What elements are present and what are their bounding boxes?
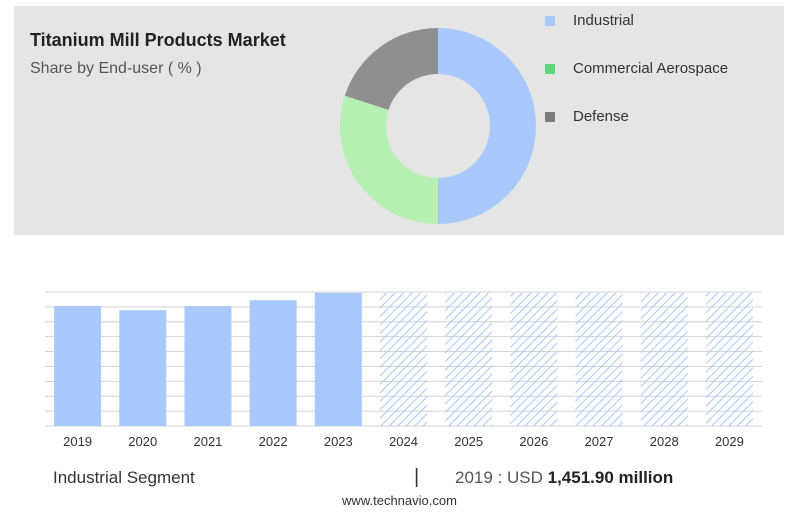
legend-swatch bbox=[545, 63, 555, 74]
footer-segment: Industrial Segment bbox=[53, 468, 195, 487]
forecast-bar bbox=[445, 292, 493, 426]
footer-value-prefix: 2019 : USD bbox=[455, 468, 543, 487]
donut-chart bbox=[340, 28, 536, 224]
x-tick-label: 2025 bbox=[454, 434, 483, 449]
legend-item: Industrial bbox=[545, 12, 634, 29]
footer-value: 2019 : USD 1,451.90 million bbox=[455, 468, 673, 488]
x-tick-label: 2022 bbox=[259, 434, 288, 449]
legend-label: Commercial Aerospace bbox=[573, 60, 729, 77]
forecast-bar bbox=[510, 292, 558, 426]
x-tick-label: 2021 bbox=[193, 434, 222, 449]
x-tick-label: 2026 bbox=[519, 434, 548, 449]
x-tick-label: 2024 bbox=[389, 434, 418, 449]
chart-subtitle: Share by End-user ( % ) bbox=[30, 60, 202, 77]
legend-swatch bbox=[545, 111, 555, 122]
bar bbox=[314, 292, 362, 426]
x-tick-label: 2028 bbox=[650, 434, 679, 449]
donut-slice-industrial bbox=[438, 28, 536, 224]
forecast-bar bbox=[640, 292, 688, 426]
donut-slice-defense bbox=[344, 28, 438, 110]
bar bbox=[184, 306, 232, 426]
legend-item: Defense bbox=[545, 108, 629, 125]
footer-value-bold: 1,451.90 million bbox=[547, 468, 674, 487]
legend-label: Industrial bbox=[573, 12, 634, 29]
chart-title: Titanium Mill Products Market bbox=[30, 30, 286, 50]
bar bbox=[249, 300, 297, 426]
legend-item: Commercial Aerospace bbox=[545, 60, 728, 77]
legend-label: Defense bbox=[573, 108, 629, 125]
donut-slice-commercial-aerospace bbox=[340, 95, 438, 224]
forecast-bar bbox=[380, 292, 427, 426]
bar bbox=[54, 305, 102, 426]
x-tick-label: 2029 bbox=[715, 434, 744, 449]
legend-swatch bbox=[545, 15, 555, 26]
source-url: www.technavio.com bbox=[342, 493, 457, 508]
x-tick-label: 2020 bbox=[128, 434, 157, 449]
bar bbox=[119, 310, 167, 426]
x-tick-label: 2027 bbox=[585, 434, 614, 449]
bar-chart: 2019 2020 2021 2022 2023 2024 2025 2026 2027 2028… bbox=[45, 291, 762, 449]
forecast-bar bbox=[575, 292, 623, 426]
footer-separator: | bbox=[414, 466, 420, 488]
x-tick-label: 2019 bbox=[63, 434, 92, 449]
x-tick-label: 2023 bbox=[324, 434, 353, 449]
forecast-bar bbox=[705, 292, 753, 426]
